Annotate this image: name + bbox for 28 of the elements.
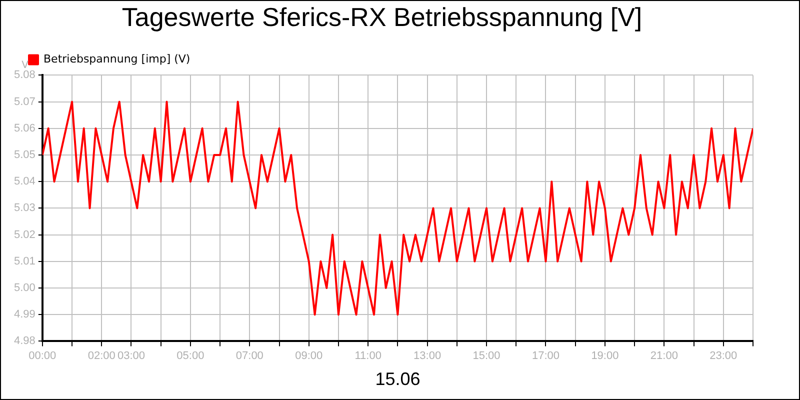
y-tick-label: 5.00 xyxy=(14,282,36,294)
x-tick-label: 02:00 xyxy=(88,350,116,362)
x-tick-label: 23:00 xyxy=(710,350,738,362)
chart-title: Tageswerte Sferics-RX Betriebsspannung [V] xyxy=(122,2,642,32)
y-tick-label: 5.05 xyxy=(14,149,36,162)
x-tick-label: 13:00 xyxy=(414,350,442,362)
y-tick-label: 5.03 xyxy=(14,202,36,214)
x-tick-label: 19:00 xyxy=(591,350,619,362)
x-tick-label: 21:00 xyxy=(650,350,678,362)
x-tick-label: 03:00 xyxy=(117,350,145,362)
y-tick-label: 4.99 xyxy=(14,308,36,321)
x-tick-label: 07:00 xyxy=(236,350,264,362)
x-tick-label: 09:00 xyxy=(295,350,323,362)
y-tick-label: 5.08 xyxy=(14,69,36,82)
y-tick-label: 5.04 xyxy=(14,176,36,188)
x-tick-label: 15:00 xyxy=(472,350,500,362)
y-tick-label: 5.01 xyxy=(14,255,36,268)
x-axis-title: 15.06 xyxy=(375,369,420,390)
y-tick-label: 5.06 xyxy=(14,122,36,134)
x-tick-label: 17:00 xyxy=(532,350,560,362)
x-tick-label: 05:00 xyxy=(176,350,204,362)
y-tick-label: 5.02 xyxy=(14,228,36,241)
x-tick-label: 00:00 xyxy=(28,350,56,362)
y-tick-label: 5.07 xyxy=(14,96,36,108)
y-axis-title: V xyxy=(22,60,29,71)
x-tick-label: 11:00 xyxy=(354,350,382,362)
legend-label: Betriebspannung [imp] (V) xyxy=(44,52,190,66)
y-tick-label: 4.98 xyxy=(14,335,36,348)
